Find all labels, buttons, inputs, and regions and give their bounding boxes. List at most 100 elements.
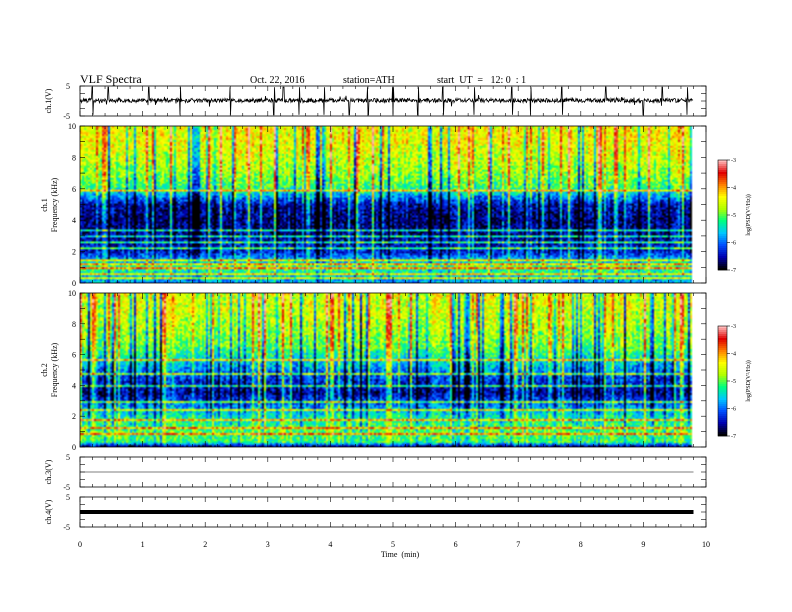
colorbar-step <box>718 244 727 247</box>
colorbar-step <box>718 174 727 177</box>
colorbar-step <box>718 216 727 219</box>
ch2-spectrogram-ytick-labels: 0 2 4 6 8 10 <box>68 289 76 452</box>
ch1-colorbar-scale <box>718 160 727 271</box>
frequency-tick-label: 10 <box>68 122 76 131</box>
colorbar-tick-label: -4 <box>731 352 736 358</box>
ch1-colorbar: -3 -4 -5 -6 -7 log(PSD(V²/Hz)) <box>717 158 752 274</box>
frequency-tick-label: 8 <box>72 320 76 329</box>
date-label: Oct. 22, 2016 <box>250 75 304 86</box>
frequency-tick-label: 0 <box>72 279 76 288</box>
colorbar-step <box>718 368 727 371</box>
colorbar-step <box>718 410 727 413</box>
ch1-spectrogram-panel: 0 2 4 6 8 10 ch.1 Frequency (kHz) -3 -4 -5 -6 -7 … <box>40 122 752 288</box>
colorbar-step <box>718 370 727 373</box>
colorbar-step <box>718 340 727 343</box>
colorbar-step <box>718 422 727 425</box>
colorbar-step <box>718 206 727 209</box>
colorbar-step <box>718 364 727 367</box>
colorbar-step <box>718 334 727 337</box>
frequency-tick-label: 4 <box>72 216 76 225</box>
colorbar-step <box>718 252 727 255</box>
colorbar-step <box>718 350 727 353</box>
colorbar-step <box>718 330 727 333</box>
colorbar-step <box>718 170 727 173</box>
colorbar-tick-label: -5 <box>731 379 736 385</box>
colorbar-step <box>718 420 727 423</box>
ch3-ytick-top: 5 <box>66 453 70 462</box>
ch4-waveform-ticks <box>79 496 707 528</box>
ch1-channel-label: ch.1 <box>40 198 49 212</box>
colorbar-step <box>718 186 727 189</box>
ch3-waveform-ylabel: ch.3(V) <box>44 459 53 484</box>
time-tick-label: 5 <box>391 540 395 549</box>
colorbar-step <box>718 398 727 401</box>
colorbar-tick-label: -3 <box>731 324 736 330</box>
ch3-waveform-ticks <box>79 456 707 488</box>
colorbar-step <box>718 354 727 357</box>
time-tick-label: 0 <box>78 540 82 549</box>
colorbar-step <box>718 382 727 385</box>
colorbar-step <box>718 384 727 387</box>
frequency-tick-label: 2 <box>72 412 76 421</box>
colorbar-step <box>718 380 727 383</box>
colorbar-step <box>718 406 727 409</box>
colorbar-tick-label: -3 <box>731 158 736 164</box>
time-tick-label: 10 <box>702 540 710 549</box>
ch2-colorbar-scale <box>718 326 727 437</box>
colorbar-step <box>718 222 727 225</box>
colorbar-step <box>718 394 727 397</box>
time-tick-label: 7 <box>516 540 520 549</box>
colorbar-step <box>718 408 727 411</box>
colorbar-step <box>718 236 727 239</box>
colorbar-step <box>718 168 727 171</box>
colorbar-step <box>718 346 727 349</box>
time-tick-label: 6 <box>454 540 458 549</box>
colorbar-step <box>718 256 727 259</box>
colorbar-step <box>718 360 727 363</box>
station-label: station=ATH <box>343 75 395 86</box>
colorbar-step <box>718 238 727 241</box>
colorbar-tick-label: -7 <box>731 434 736 440</box>
figure-title: VLF Spectra <box>80 72 142 86</box>
colorbar-step <box>718 366 727 369</box>
ch4-ytick-top: 5 <box>66 493 70 502</box>
frequency-tick-label: 8 <box>72 153 76 162</box>
colorbar-step <box>718 258 727 261</box>
ch1-waveform-trace <box>80 86 694 116</box>
colorbar-step <box>718 210 727 213</box>
colorbar-step <box>718 432 727 435</box>
colorbar-step <box>718 430 727 433</box>
colorbar-step <box>718 162 727 165</box>
colorbar-step <box>718 176 727 179</box>
ch1-spectrogram-ytick-labels: 0 2 4 6 8 10 <box>68 122 76 288</box>
colorbar-step <box>718 192 727 195</box>
ch2-spectrogram-panel: 0 2 4 6 8 10 ch.2 Frequency (kHz) -3 -4 -5 -6 -7 … <box>40 289 752 452</box>
colorbar-step <box>718 428 727 431</box>
frequency-tick-label: 2 <box>72 248 76 257</box>
ch2-channel-label: ch.2 <box>40 363 49 377</box>
ch4-ytick-bottom: -5 <box>63 523 70 532</box>
colorbar-step <box>718 358 727 361</box>
colorbar-step <box>718 378 727 381</box>
colorbar-step <box>718 362 727 365</box>
ch1-ytick-bottom: -5 <box>63 112 70 121</box>
frequency-tick-label: 0 <box>72 443 76 452</box>
colorbar-step <box>718 226 727 229</box>
colorbar-step <box>718 328 727 331</box>
colorbar-step <box>718 376 727 379</box>
ch2-frequency-ylabel: Frequency (kHz) <box>50 342 59 397</box>
ch1-waveform-ylabel: ch.1(V) <box>44 88 53 113</box>
colorbar-step <box>718 390 727 393</box>
colorbar-step <box>718 388 727 391</box>
frequency-tick-label: 10 <box>68 289 76 298</box>
colorbar-tick-label: -6 <box>731 407 736 413</box>
colorbar-step <box>718 182 727 185</box>
ch1-spectrogram-ticks <box>79 125 707 284</box>
colorbar-step <box>718 198 727 201</box>
colorbar-tick-label: -7 <box>731 268 736 274</box>
time-tick-label: 8 <box>579 540 583 549</box>
colorbar-step <box>718 396 727 399</box>
colorbar-step <box>718 172 727 175</box>
start-time-label: start UT = 12: 0 : 1 <box>437 75 526 86</box>
